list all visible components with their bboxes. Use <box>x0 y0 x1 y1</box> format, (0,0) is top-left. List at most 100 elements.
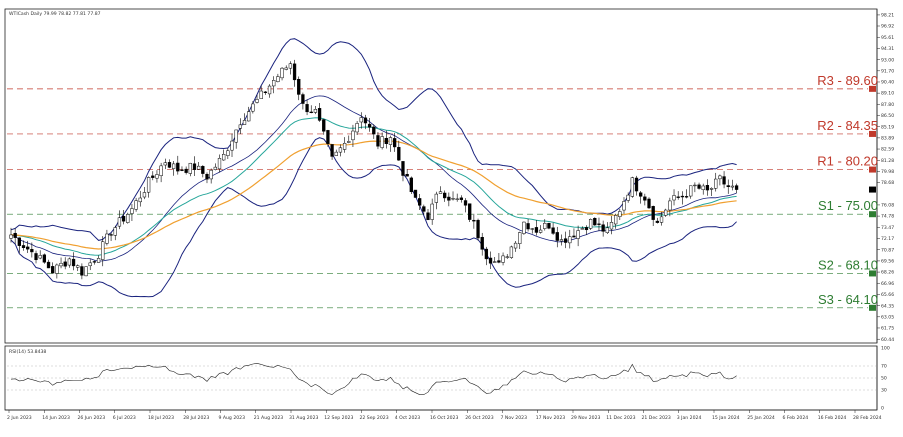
candle-body-up <box>213 166 217 170</box>
candle <box>30 242 34 258</box>
candle <box>71 252 76 271</box>
candle <box>672 189 676 206</box>
candle-body-up <box>513 242 518 249</box>
rsi-tick-label: 50 <box>881 376 887 382</box>
candle <box>259 85 263 99</box>
candle <box>372 124 376 139</box>
candle-body-up <box>242 120 247 125</box>
candle-body-up <box>142 192 147 198</box>
candle-body-up <box>138 197 142 203</box>
candle <box>468 203 472 223</box>
candle-body-up <box>251 103 255 112</box>
candle-body-up <box>155 174 159 179</box>
candle-body-down <box>726 185 730 188</box>
candle-body-down <box>413 189 418 198</box>
candle-body-down <box>34 253 38 261</box>
candle <box>397 140 401 161</box>
price-tick-label: 61.75 <box>881 326 894 332</box>
candle-body-down <box>647 198 651 209</box>
time-tick-label: 3 Jan 2024 <box>677 415 702 421</box>
time-tick-label: 29 Nov 2023 <box>571 415 600 421</box>
candle <box>230 133 234 157</box>
candle-body-up <box>230 140 234 151</box>
candle-body-up <box>67 258 72 266</box>
candle-body-up <box>505 256 509 258</box>
candle <box>167 159 172 169</box>
level-label-r1: R1 - 80.20 <box>817 154 878 169</box>
candle <box>655 217 660 224</box>
candle-body-up <box>96 258 101 263</box>
time-tick-label: 12 Sep 2023 <box>324 415 353 421</box>
candle <box>255 94 259 104</box>
time-tick-label: 15 Jan 2024 <box>712 415 740 421</box>
candle <box>217 154 222 173</box>
candle <box>476 218 480 241</box>
candle-body-up <box>247 111 251 122</box>
candle <box>588 218 593 230</box>
price-tick-label: 89.10 <box>881 91 894 97</box>
time-axis-ticks: 2 Jun 2023 14 Jun 2023 26 Jun 2023 6 Jul 20… <box>7 410 882 421</box>
candle <box>480 232 484 256</box>
candle-body-down <box>480 236 484 250</box>
price-tick-label: 85.19 <box>881 124 894 130</box>
candle-body-up <box>126 214 130 223</box>
candle-body-up <box>84 266 88 277</box>
candle-body-down <box>680 195 685 198</box>
candle <box>105 229 109 246</box>
time-tick-label: 18 Jul 2023 <box>148 415 174 421</box>
candle <box>422 204 426 216</box>
time-tick-label: 2 Jun 2023 <box>7 415 32 421</box>
candle-body-up <box>113 227 117 236</box>
candle-body-down <box>151 175 155 178</box>
candle-body-down <box>634 177 639 192</box>
candle <box>317 102 322 122</box>
candle <box>351 124 355 147</box>
bollinger-upper <box>10 38 737 241</box>
candle <box>330 144 334 160</box>
candle-body-up <box>664 209 668 216</box>
time-tick-label: 25 Jan 2024 <box>747 415 775 421</box>
candle <box>380 132 384 150</box>
candle-body-down <box>176 162 180 172</box>
rsi-panel: 100 70 50 30 0 <box>7 346 890 412</box>
candle <box>138 190 142 207</box>
candle <box>334 149 338 156</box>
candle <box>497 252 501 264</box>
candle-body-down <box>484 248 489 260</box>
candle-body-down <box>80 266 84 276</box>
candle <box>313 106 318 115</box>
candle <box>121 210 126 225</box>
candle-body-up <box>701 185 705 190</box>
candle <box>718 174 722 186</box>
candle-body-up <box>238 124 242 129</box>
candle-body-up <box>493 261 497 263</box>
candle-body-down <box>397 147 401 161</box>
candle <box>322 118 326 135</box>
candle-body-up <box>338 147 343 153</box>
level-marker-s1 <box>869 211 876 218</box>
candle-body-up <box>197 165 201 170</box>
candle <box>276 73 280 83</box>
time-tick-label: 14 Jun 2023 <box>42 415 70 421</box>
price-tick-label: 65.66 <box>881 292 894 298</box>
candle-body-down <box>459 197 464 200</box>
candle <box>9 227 13 243</box>
price-tick-label: 70.87 <box>881 247 894 253</box>
candle-body-up <box>9 234 13 239</box>
candle-body-up <box>693 184 697 187</box>
candle <box>413 189 418 198</box>
candle-body-down <box>63 261 67 267</box>
candle <box>184 166 188 175</box>
main-pane-frame <box>4 8 878 344</box>
candle-body-down <box>121 215 126 222</box>
time-tick-label: 9 Aug 2023 <box>219 415 246 421</box>
price-tick-label: 60.44 <box>881 337 894 343</box>
candle-body-down <box>180 169 184 171</box>
candle <box>13 228 17 245</box>
candle <box>680 191 685 205</box>
price-tick-label: 86.50 <box>881 113 894 119</box>
time-tick-label: 21 Aug 2023 <box>254 415 284 421</box>
candle-body-down <box>167 162 172 168</box>
candle-body-down <box>447 196 451 201</box>
price-tick-label: 79.98 <box>881 169 894 175</box>
